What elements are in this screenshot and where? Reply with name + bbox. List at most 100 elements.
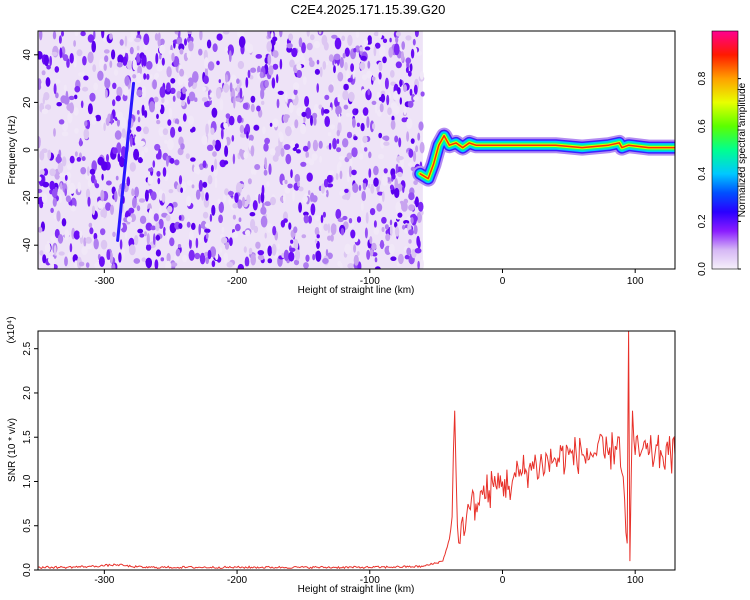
noise-blob xyxy=(360,202,364,211)
noise-blob xyxy=(157,148,162,160)
noise-blob xyxy=(67,251,71,261)
noise-blob xyxy=(148,208,153,221)
y-tick-label: 0 xyxy=(22,147,33,153)
colorbar-gradient xyxy=(712,31,738,269)
noise-blob xyxy=(268,65,274,76)
y-tick-label: -20 xyxy=(22,190,33,205)
noise-blob xyxy=(327,132,332,137)
noise-blob xyxy=(287,183,293,189)
noise-blob xyxy=(266,223,273,233)
noise-blob xyxy=(294,249,301,261)
noise-blob xyxy=(356,216,362,223)
noise-blob xyxy=(355,108,359,115)
noise-blob xyxy=(316,240,320,250)
noise-blob xyxy=(262,126,266,135)
noise-blob xyxy=(368,151,372,159)
noise-blob xyxy=(119,49,126,54)
noise-blob xyxy=(212,43,218,53)
noise-blob xyxy=(190,157,196,162)
noise-blob xyxy=(310,203,316,216)
noise-blob xyxy=(335,105,342,116)
noise-blob xyxy=(191,222,196,230)
noise-blob xyxy=(98,58,105,70)
noise-blob xyxy=(203,75,209,84)
noise-blob xyxy=(139,233,145,238)
noise-blob xyxy=(215,87,222,99)
noise-blob xyxy=(106,154,109,162)
noise-blob xyxy=(337,94,341,103)
noise-blob xyxy=(244,256,250,268)
noise-blob xyxy=(417,260,420,269)
noise-blob xyxy=(291,47,298,58)
noise-blob xyxy=(204,100,211,108)
noise-blob xyxy=(211,204,216,216)
noise-blob xyxy=(382,56,387,64)
noise-blob xyxy=(272,118,279,128)
noise-blob xyxy=(126,216,132,223)
noise-blob xyxy=(394,226,400,237)
noise-blob xyxy=(115,175,119,181)
noise-blob xyxy=(393,43,400,56)
noise-blob xyxy=(156,113,159,119)
noise-blob xyxy=(61,131,69,137)
noise-blob xyxy=(165,260,172,269)
noise-blob xyxy=(237,31,242,38)
noise-blob xyxy=(229,237,233,247)
noise-blob xyxy=(132,197,137,209)
noise-blob xyxy=(178,43,185,51)
noise-blob xyxy=(76,157,82,162)
noise-blob xyxy=(66,58,70,68)
noise-blob xyxy=(289,247,296,252)
noise-blob xyxy=(218,201,224,214)
snr-frame xyxy=(37,330,676,571)
noise-blob xyxy=(100,209,105,218)
noise-blob xyxy=(378,153,384,160)
noise-blob xyxy=(264,137,270,145)
noise-blob xyxy=(82,86,89,92)
noise-blob xyxy=(202,211,209,219)
noise-blob xyxy=(336,129,340,137)
x-tick-label: -300 xyxy=(94,575,114,586)
noise-blob xyxy=(83,237,87,247)
noise-blob xyxy=(155,249,161,257)
noise-blob xyxy=(323,223,329,231)
noise-blob xyxy=(44,104,52,111)
noise-blob xyxy=(325,249,329,257)
noise-blob xyxy=(58,119,65,125)
noise-blob xyxy=(385,233,391,242)
noise-blob xyxy=(268,163,272,175)
noise-blob xyxy=(353,244,357,253)
noise-blob xyxy=(54,66,60,73)
noise-blob xyxy=(381,226,385,233)
noise-blob xyxy=(293,226,298,234)
noise-blob xyxy=(124,75,130,86)
noise-blob xyxy=(283,249,289,261)
noise-blob xyxy=(320,183,325,194)
noise-blob xyxy=(232,203,238,209)
noise-blob xyxy=(289,102,294,114)
noise-blob xyxy=(69,243,73,253)
noise-blob xyxy=(263,143,269,152)
noise-blob xyxy=(221,236,228,244)
noise-blob xyxy=(175,248,181,257)
noise-blob xyxy=(145,244,152,251)
noise-blob xyxy=(158,126,165,137)
noise-blob xyxy=(379,103,384,113)
noise-blob xyxy=(365,212,369,224)
noise-blob xyxy=(182,86,186,95)
noise-blob xyxy=(177,75,184,86)
noise-blob xyxy=(134,37,141,43)
noise-blob xyxy=(362,74,367,81)
noise-blob xyxy=(370,183,375,194)
noise-blob xyxy=(404,227,409,234)
noise-blob xyxy=(319,66,323,78)
noise-blob xyxy=(374,266,381,269)
noise-blob xyxy=(414,247,422,254)
noise-blob xyxy=(155,222,160,232)
noise-blob xyxy=(320,214,324,224)
noise-blob xyxy=(377,191,384,196)
noise-blob xyxy=(292,190,295,202)
noise-blob xyxy=(410,48,415,59)
noise-blob xyxy=(234,192,239,203)
